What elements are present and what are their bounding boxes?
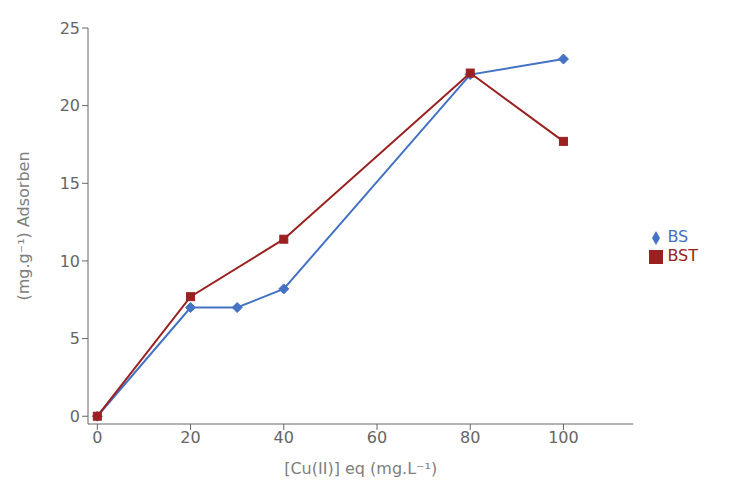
html-text:BS: BS: [667, 227, 689, 246]
svg-text:0: 0: [70, 407, 80, 426]
svg-text:[Cu(II)] eq (mg.L⁻¹): [Cu(II)] eq (mg.L⁻¹): [284, 459, 437, 478]
svg-text:40: 40: [274, 428, 294, 447]
html-text:BST: BST: [667, 246, 698, 265]
svg-text:10: 10: [60, 252, 80, 271]
svg-text:100: 100: [548, 428, 579, 447]
svg-text:0: 0: [92, 428, 102, 447]
svg-text:80: 80: [460, 428, 480, 447]
svg-text:5: 5: [70, 329, 80, 348]
svg-text:(mg.g⁻¹) Adsorben: (mg.g⁻¹) Adsorben: [14, 151, 33, 300]
svg-text:25: 25: [60, 19, 80, 38]
svg-text:60: 60: [367, 428, 387, 447]
svg-text:20: 20: [60, 96, 80, 115]
svg-text:20: 20: [180, 428, 200, 447]
svg-text:15: 15: [60, 174, 80, 193]
